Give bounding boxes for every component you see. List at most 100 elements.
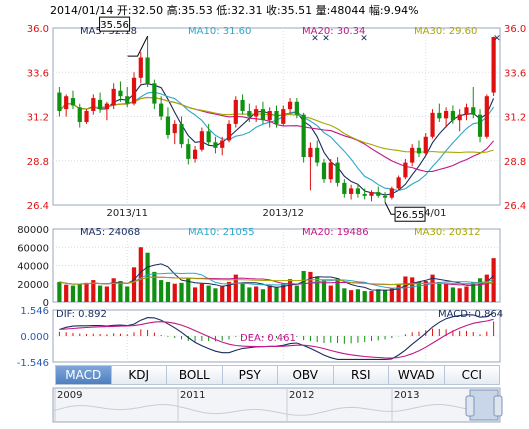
volume-bar — [240, 282, 245, 302]
volume-bar — [477, 278, 483, 302]
y-tick-label-right: 28.8 — [504, 157, 526, 168]
candle-body — [57, 92, 62, 111]
candle-body — [369, 192, 374, 196]
volume-bar — [165, 281, 171, 302]
volume-bar — [206, 285, 211, 302]
volume-bar — [186, 278, 191, 302]
candle-body — [430, 112, 435, 137]
candle-body — [491, 37, 496, 93]
candle-body — [471, 107, 476, 115]
candle-body — [192, 149, 198, 159]
macd-y-tick: 1.546 — [20, 306, 49, 317]
volume-bar — [430, 274, 435, 302]
tab-rsi[interactable]: RSI — [333, 365, 389, 385]
candle-body — [464, 107, 469, 115]
candle-body — [247, 110, 252, 117]
y-tick-label-right: 33.6 — [504, 68, 526, 79]
candle-body — [77, 107, 82, 123]
candle-body — [274, 110, 279, 124]
candle-body — [125, 96, 130, 104]
volume-y-tick: 60000 — [17, 243, 49, 254]
candle-body — [131, 77, 137, 104]
candle-body — [145, 57, 150, 84]
volume-bar — [362, 291, 367, 302]
ma-label: MA30: 29.60 — [414, 26, 477, 37]
volume-bar — [369, 291, 374, 302]
candle-body — [84, 110, 89, 123]
candle-body — [457, 114, 462, 121]
volume-bar — [172, 283, 177, 302]
x-tick-label: 2013/12 — [263, 208, 305, 219]
tab-boll[interactable]: BOLL — [167, 365, 223, 385]
timeline-history-line — [52, 404, 501, 416]
candle-body — [64, 96, 69, 110]
volume-bar — [111, 278, 116, 302]
macd-y-tick: 0.000 — [20, 332, 49, 343]
timeline-year-label: 2012 — [289, 390, 314, 401]
tab-macd[interactable]: MACD — [55, 365, 112, 385]
volume-bar — [199, 283, 204, 302]
candle-body — [484, 96, 489, 137]
candle-body — [226, 123, 232, 141]
volume-ma-label: MA20: 19486 — [302, 227, 369, 238]
event-marker-icon: ✕ — [311, 34, 319, 44]
candle-body — [267, 110, 272, 121]
timeline-handle-icon[interactable] — [465, 395, 475, 417]
candle-body — [389, 188, 394, 198]
timeline-handle-icon[interactable] — [493, 395, 503, 417]
candle-body — [321, 162, 327, 180]
candle-body — [308, 147, 313, 158]
callout-leader — [127, 35, 149, 57]
volume-bar — [131, 267, 137, 302]
event-marker-icon: ✕ — [360, 34, 368, 44]
volume-bar — [471, 281, 476, 302]
low-callout-box — [394, 206, 426, 222]
candle-body — [335, 162, 340, 183]
candle-body — [376, 192, 381, 196]
candle-body — [70, 98, 76, 106]
candle-body — [410, 147, 415, 163]
dea-line — [59, 318, 494, 359]
candle-body — [444, 110, 449, 119]
dea-label: DEA: 0.461 — [240, 333, 296, 344]
candle-body — [349, 188, 354, 194]
candle-body — [382, 195, 388, 198]
volume-bar — [294, 285, 299, 302]
y-tick-label-left: 26.4 — [27, 201, 49, 212]
volume-bar — [179, 282, 184, 302]
low-callout-label: 26.55 — [396, 210, 425, 221]
volume-bar — [159, 280, 164, 302]
volume-bar — [335, 278, 340, 302]
y-tick-label-left: 28.8 — [27, 157, 49, 168]
volume-bar — [70, 285, 76, 302]
volume-y-tick: 80000 — [17, 225, 49, 236]
y-tick-label-left: 33.6 — [27, 68, 49, 79]
tab-obv[interactable]: OBV — [278, 365, 334, 385]
volume-y-tick: 20000 — [17, 280, 49, 291]
ma-label: MA10: 31.60 — [188, 26, 251, 37]
tab-cci[interactable]: CCI — [444, 365, 500, 385]
volume-bar — [125, 286, 130, 302]
volume-bar — [233, 274, 238, 302]
volume-bar — [254, 286, 259, 302]
volume-bar — [355, 289, 361, 302]
volume-y-tick: 0 — [43, 298, 49, 309]
tab-kdj[interactable]: KDJ — [111, 365, 167, 385]
volume-bar — [91, 280, 96, 302]
candle-body — [233, 99, 238, 124]
timeline-year-label: 2013 — [394, 390, 419, 401]
candle-body — [437, 112, 442, 119]
volume-bar — [382, 290, 388, 302]
volume-bar — [77, 283, 82, 302]
candle-body — [477, 114, 483, 137]
volume-ma-label: MA5: 24068 — [80, 227, 140, 238]
tab-wvad[interactable]: WVAD — [389, 365, 445, 385]
candle-body — [118, 90, 123, 97]
candle-body — [186, 144, 191, 159]
candle-body — [287, 101, 293, 110]
volume-bar — [308, 271, 313, 302]
candle-body — [260, 109, 266, 121]
volume-ma-line — [59, 263, 494, 291]
tab-psy[interactable]: PSY — [222, 365, 278, 385]
